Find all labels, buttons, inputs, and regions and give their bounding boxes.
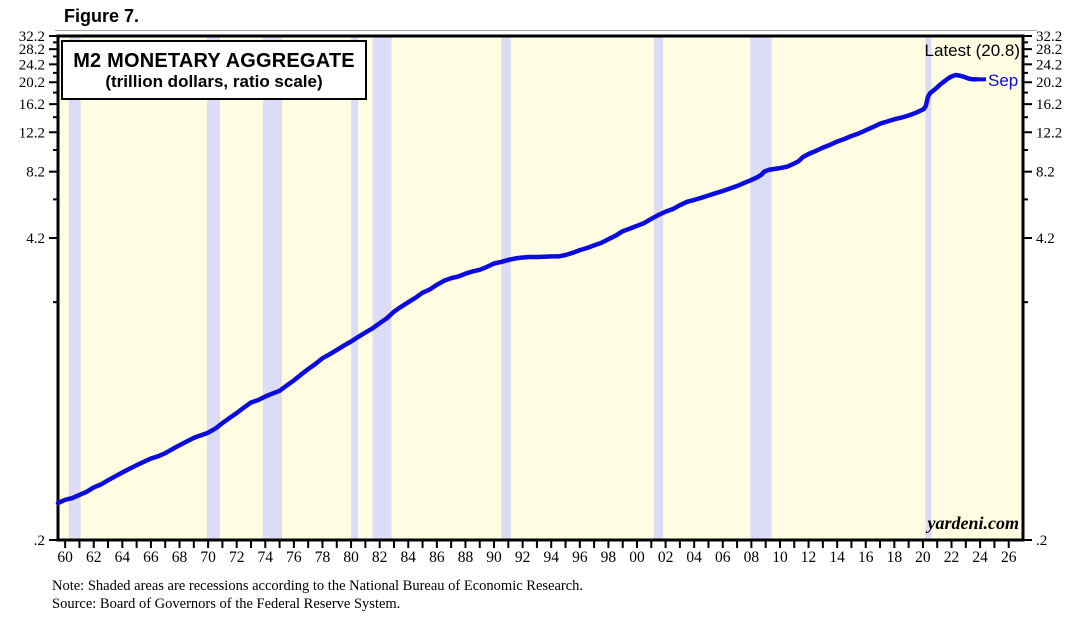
figure-title: Figure 7. (64, 6, 140, 26)
x-axis-label: 10 (772, 549, 788, 566)
recession-band (925, 36, 932, 540)
y-axis-label-left: .2 (34, 533, 45, 549)
latest-month-label: Sep (988, 71, 1019, 90)
x-axis-label: 98 (601, 549, 617, 566)
chart-title-box: M2 MONETARY AGGREGATE (trillion dollars,… (61, 40, 367, 100)
y-axis-label-right: 8.2 (1036, 165, 1055, 181)
x-axis-label: 62 (86, 549, 102, 566)
x-axis-label: 94 (543, 549, 559, 566)
source-line: Source: Board of Governors of the Federa… (52, 596, 401, 612)
plot-background (58, 36, 1023, 540)
x-axis-label: 66 (143, 549, 159, 566)
x-axis-label: 04 (686, 549, 702, 566)
x-axis-label: 84 (401, 549, 417, 566)
recession-band (372, 36, 392, 540)
y-axis-label-left: 20.2 (19, 75, 45, 91)
recession-band (68, 36, 81, 540)
recession-band (206, 36, 220, 540)
watermark-text: yardeni.com (927, 513, 1020, 533)
x-axis-label: 18 (887, 549, 903, 566)
y-axis-label-left: 28.2 (19, 42, 45, 58)
y-axis-label-left: 8.2 (26, 165, 45, 181)
latest-value-label: Latest (20.8) (924, 41, 1020, 60)
x-axis-label: 88 (458, 549, 474, 566)
x-axis-label: 00 (629, 549, 645, 566)
x-axis-label: 68 (172, 549, 188, 566)
x-axis-label: 60 (57, 549, 73, 566)
x-axis-label: 24 (972, 549, 988, 566)
x-axis-label: 92 (515, 549, 531, 566)
x-axis-label: 78 (315, 549, 331, 566)
footnotes: Note: Shaded areas are recessions accord… (52, 577, 583, 613)
m2-series-line (55, 72, 979, 506)
y-axis-label-right: 16.2 (1036, 97, 1062, 113)
recession-band (262, 36, 283, 540)
x-axis-label: 20 (915, 549, 931, 566)
recession-band (750, 36, 772, 540)
y-axis-label-right: 20.2 (1036, 75, 1062, 91)
x-axis-label: 16 (858, 549, 874, 566)
chart-title: M2 MONETARY AGGREGATE (73, 49, 355, 72)
plot-frame (56, 34, 1025, 542)
x-axis-label: 90 (486, 549, 502, 566)
x-axis-label: 76 (286, 549, 302, 566)
x-axis-label: 86 (429, 549, 445, 566)
chart-subtitle: (trillion dollars, ratio scale) (105, 71, 323, 91)
x-axis-label: 74 (258, 549, 274, 566)
note-line: Note: Shaded areas are recessions accord… (52, 578, 584, 594)
x-axis-label: 22 (944, 549, 960, 566)
y-axis-label-left: 16.2 (19, 97, 45, 113)
recession-band (351, 36, 359, 540)
recession-band (501, 36, 511, 540)
x-axis-label: 80 (343, 549, 359, 566)
y-axis-label-right: 28.2 (1036, 42, 1062, 58)
x-axis-label: 70 (200, 549, 216, 566)
x-axis-label: 02 (658, 549, 674, 566)
x-axis-label: 14 (829, 549, 845, 566)
y-axis-label-left: 32.2 (19, 29, 45, 45)
x-axis-label: 82 (372, 549, 388, 566)
title-separator-line (55, 30, 1037, 31)
y-axis-label-right: .2 (1036, 533, 1047, 549)
x-axis-label: 26 (1001, 549, 1017, 566)
y-axis-label-left: 24.2 (19, 57, 45, 73)
recession-band (653, 36, 664, 540)
y-axis-label-right: 12.2 (1036, 125, 1062, 141)
x-axis-label: 96 (572, 549, 588, 566)
y-axis-label-left: 4.2 (26, 231, 45, 247)
y-axis-label-left: 12.2 (19, 125, 45, 141)
x-axis-label: 64 (115, 549, 131, 566)
y-axis-label-right: 4.2 (1036, 231, 1055, 247)
y-axis-label-right: 32.2 (1036, 29, 1062, 45)
x-axis-label: 72 (229, 549, 245, 566)
x-axis-label: 12 (801, 549, 817, 566)
x-axis-label: 06 (715, 549, 731, 566)
y-axis-label-right: 24.2 (1036, 57, 1062, 73)
x-axis-label: 08 (744, 549, 760, 566)
